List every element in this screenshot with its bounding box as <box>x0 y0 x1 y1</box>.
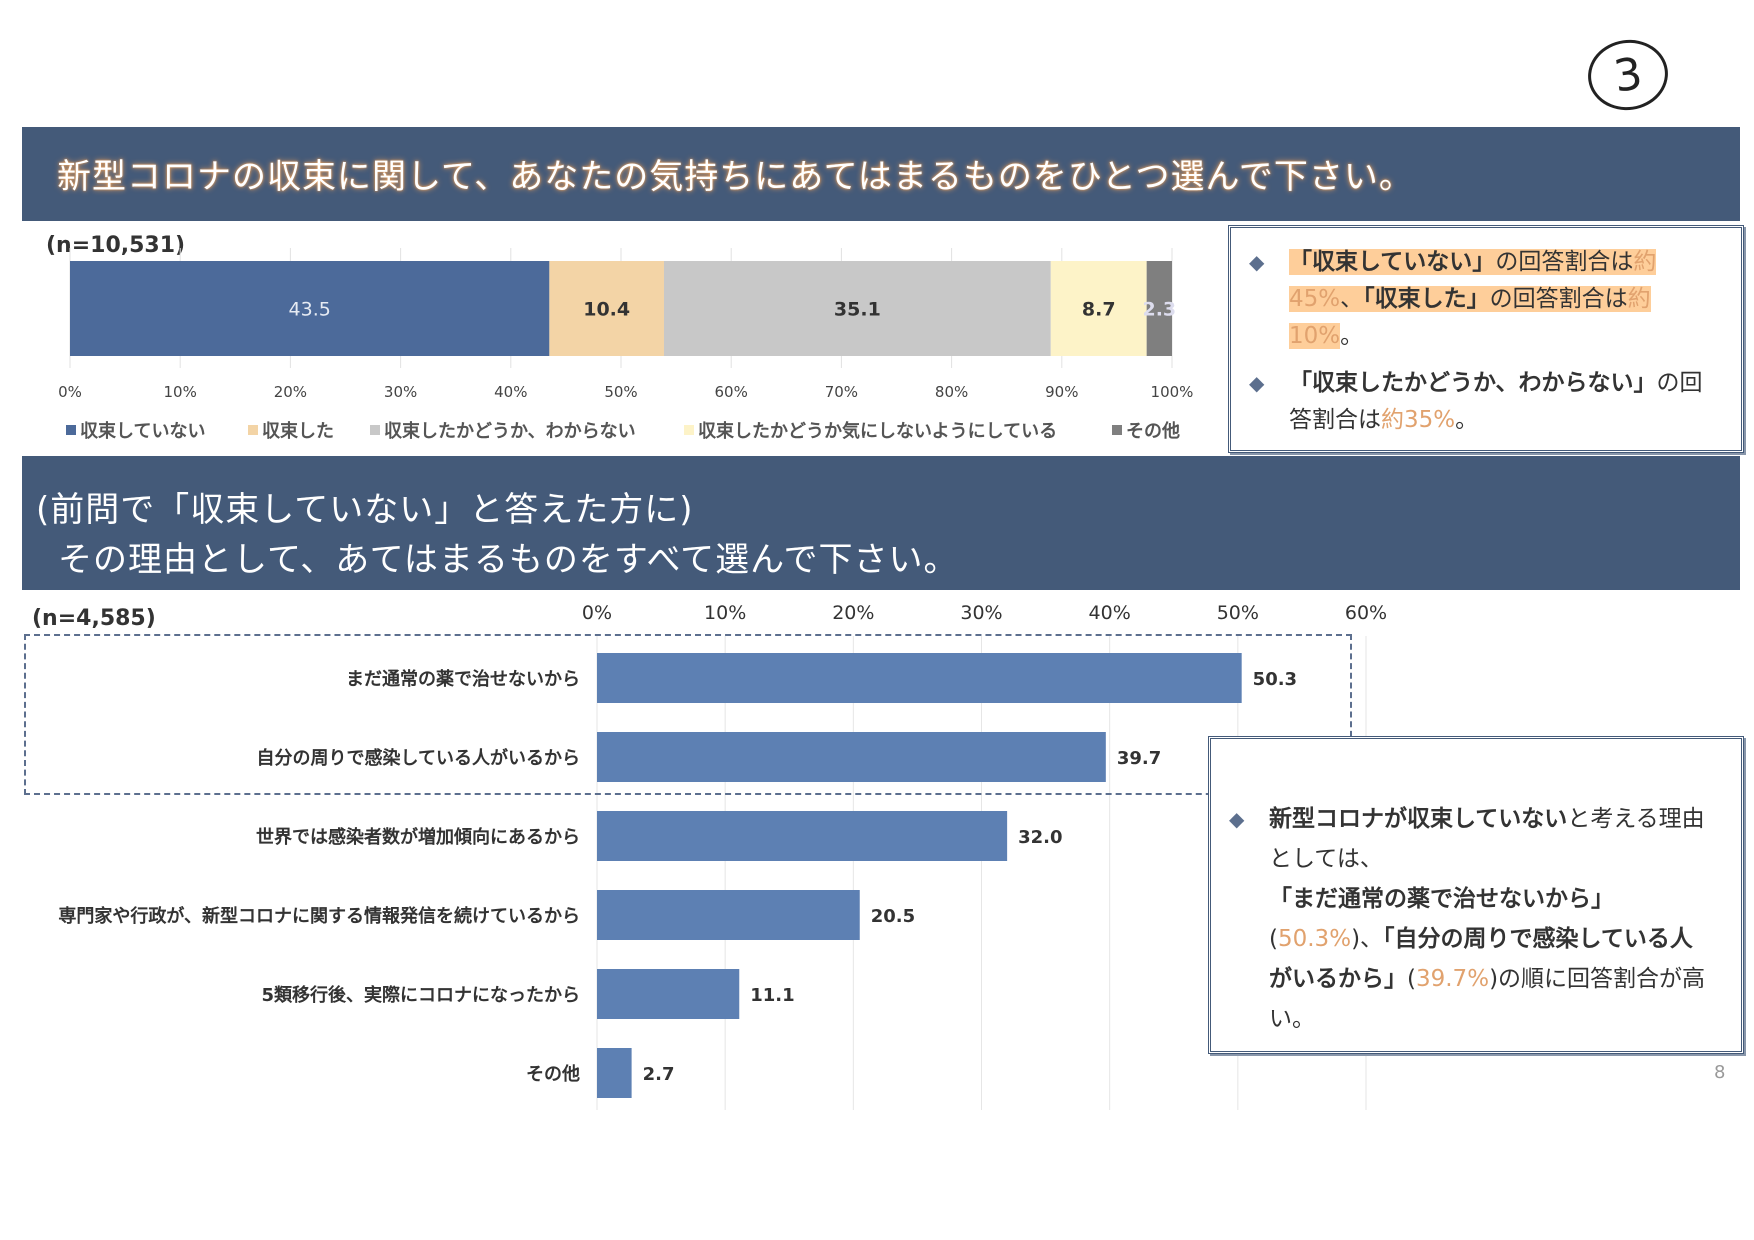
chart1-legend-swatch <box>66 425 76 435</box>
chart2-tick-label: 30% <box>960 602 1002 624</box>
chart1-data-label: 2.3 <box>1142 299 1176 321</box>
chart1-tick-label: 80% <box>935 383 968 401</box>
chart2-tick-label: 50% <box>1217 602 1259 624</box>
chart1-legend-swatch <box>1112 425 1122 435</box>
top-reasons-highlight-box <box>24 634 1352 795</box>
chart2-data-label: 50.3 <box>1253 669 1297 690</box>
chart1-tick-label: 40% <box>494 383 527 401</box>
chart2-tick-label: 10% <box>704 602 746 624</box>
chart1-legend-label: 収束した <box>262 420 334 442</box>
chart1-legend-swatch <box>684 425 694 435</box>
question1-header: 新型コロナの収束に関して、あなたの気持ちにあてはまるものをひとつ選んで下さい。 <box>22 127 1740 221</box>
chart2-bars: 50.3 39.7 32.0 20.5 11.1 2.7 <box>597 653 1297 1098</box>
diamond-bullet-icon: ◆ <box>1249 250 1265 274</box>
chart2-category-label: 5類移行後、実際にコロナになったから <box>261 984 580 1006</box>
chart1-bar-segment <box>549 261 664 356</box>
chart1-legend-label: 収束したかどうか、わからない <box>384 420 636 442</box>
chart2-category-label: 専門家や行政が、新型コロナに関する情報発信を続けているから <box>58 905 580 927</box>
chart1-bar-segment <box>1050 261 1147 356</box>
callout1-point1: ◆ 「収束していない」の回答割合は約45%、「収束した」の回答割合は約10%。 <box>1249 244 1709 355</box>
chart1-data-label: 8.7 <box>1082 299 1116 321</box>
callout2-point: ◆ 新型コロナが収束していないと考える理由としては、「まだ通常の薬で治せないから… <box>1229 799 1709 1039</box>
chart1-tick-label: 90% <box>1045 383 1078 401</box>
diamond-bullet-icon: ◆ <box>1249 371 1265 395</box>
chart2-tick-labels: 0% 10% 20% 30% 40% 50% 60% <box>582 602 1387 624</box>
chart2-bar <box>597 969 740 1019</box>
callout1-point2: ◆ 「収束したかどうか、わからない」の回答割合は約35%。 <box>1249 365 1719 439</box>
chart1-data-label: 10.4 <box>583 299 630 321</box>
chart1-tick-label: 10% <box>164 383 197 401</box>
question2-header: (前問で「収束していない」と答えた方に) その理由として、あてはまるものをすべて… <box>22 456 1740 590</box>
chart2-category-label: その他 <box>526 1063 580 1085</box>
chart1-bar-segment <box>1146 261 1172 356</box>
summary-callout-1: ◆ 「収束していない」の回答割合は約45%、「収束した」の回答割合は約10%。 … <box>1228 225 1744 453</box>
chart1-bar-segment <box>663 261 1051 356</box>
chart2-data-label: 2.7 <box>643 1064 675 1085</box>
chart2-tick-label: 20% <box>832 602 874 624</box>
question1-sample-size: (n=10,531) <box>46 233 186 258</box>
chart1-bar-segment <box>70 261 550 356</box>
chart2-bar <box>597 811 1008 861</box>
chart1-data-label: 43.5 <box>289 299 331 321</box>
chart1-legend: 収束していない 収束した 収束したかどうか、わからない 収束したかどうか気にしないよう… <box>66 420 1180 442</box>
chart2-tick-label: 0% <box>582 602 612 624</box>
chart1-legend-label: その他 <box>1126 420 1180 442</box>
chart1-data-label: 35.1 <box>834 299 881 321</box>
chart2-data-label: 39.7 <box>1117 748 1161 769</box>
question2-sample-size: (n=4,585) <box>32 606 156 631</box>
chart2-data-label: 32.0 <box>1018 827 1062 848</box>
chart2-data-label: 20.5 <box>871 906 915 927</box>
question1-title: 新型コロナの収束に関して、あなたの気持ちにあてはまるものをひとつ選んで下さい。 <box>57 157 1414 197</box>
chart2-bar <box>597 653 1242 703</box>
chart1-tick-labels: 0% 10% 20% 30% 40% 50% 60% 70% 80% 90% 100% <box>58 383 1193 401</box>
chart2-category-label: まだ通常の薬で治せないから <box>346 668 580 690</box>
chart2-bar <box>597 1048 632 1098</box>
chart1-legend-label: 収束していない <box>80 420 205 442</box>
chart1-tick-label: 100% <box>1151 383 1194 401</box>
chart1-legend-swatch <box>370 425 380 435</box>
chart1-legend-swatch <box>248 425 258 435</box>
chart2-tick-label: 40% <box>1089 602 1131 624</box>
chart2-data-label: 11.1 <box>750 985 794 1006</box>
question2-title-line2: その理由として、あてはまるものをすべて選んで下さい。 <box>58 540 959 580</box>
chart2-category-label: 世界では感染者数が増加傾向にあるから <box>256 826 580 848</box>
chart2-category-labels: まだ通常の薬で治せないから自分の周りで感染している人がいるから世界では感染者数が… <box>58 668 580 1085</box>
chart1-bars: 43.5 10.4 35.1 8.7 2.3 <box>70 261 1176 356</box>
diamond-bullet-icon: ◆ <box>1229 807 1245 831</box>
chart1-tick-label: 30% <box>384 383 417 401</box>
page-number: 8 <box>1714 1062 1726 1083</box>
chart1-tick-label: 50% <box>604 383 637 401</box>
chart2-tick-label: 60% <box>1345 602 1387 624</box>
chart1-tick-label: 70% <box>825 383 858 401</box>
chart1-tick-label: 20% <box>274 383 307 401</box>
chart2-category-label: 自分の周りで感染している人がいるから <box>257 747 580 769</box>
chart2-bar <box>597 890 860 940</box>
chart1-tick-label: 60% <box>715 383 748 401</box>
question2-title-line1: (前問で「収束していない」と答えた方に) <box>36 490 694 530</box>
chart1-tick-label: 0% <box>58 383 82 401</box>
summary-callout-2: ◆ 新型コロナが収束していないと考える理由としては、「まだ通常の薬で治せないから… <box>1208 736 1744 1054</box>
chart1-legend-label: 収束したかどうか気にしないようにしている <box>698 420 1057 442</box>
chart2-bar <box>597 732 1106 782</box>
